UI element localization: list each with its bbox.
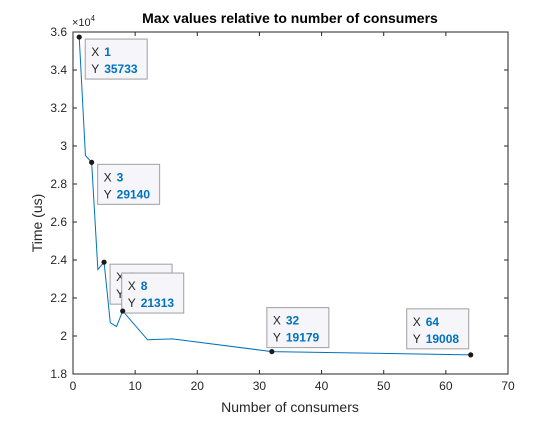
datatips-layer: X1Y35733X3Y29140X5Y23886X8Y21313X32Y1917… [76, 34, 474, 358]
x-axis-ticks: 0 10 20 30 40 50 60 70 [70, 32, 515, 393]
y-tick-label: 3 [60, 139, 67, 153]
datatip-marker [101, 259, 107, 265]
datatip-x-value: 8 [141, 279, 148, 293]
datatip-x-label: X [273, 314, 281, 328]
datatip: X 1Y 35733 [76, 34, 148, 80]
y-tick-label: 2 [60, 329, 67, 343]
x-tick-label: 0 [70, 379, 77, 393]
datatip: X 32 Y 19179 [266, 307, 330, 355]
datatip-x-label: X [104, 170, 112, 184]
datatip-marker [468, 352, 474, 358]
datatip-y-label: Y [128, 296, 136, 310]
datatip-y-value: 19179 [286, 331, 320, 345]
datatip-y-value: 35733 [104, 62, 138, 76]
datatip: X 64 Y 19008 [406, 308, 474, 358]
datatip-y-value: 29140 [117, 187, 151, 201]
x-tick-label: 60 [439, 379, 453, 393]
datatip-x-value: 1 [104, 45, 111, 59]
datatip-y-value: 21313 [141, 296, 175, 310]
datatip-box [121, 272, 185, 314]
datatip-x-label: X [128, 279, 136, 293]
x-tick-label: 30 [253, 379, 267, 393]
chart-title: Max values relative to number of consume… [142, 10, 438, 26]
datatip-x-label: X [91, 45, 99, 59]
y-tick-label: 2.6 [50, 215, 67, 229]
x-tick-label: 20 [191, 379, 205, 393]
y-axis-ticks: 1.8 2 2.2 2.4 2.6 2.8 3 3.2 3.4 3.6 [50, 25, 508, 381]
datatip-y-label: Y [104, 187, 112, 201]
datatip-marker [89, 159, 95, 165]
datatip: X 8Y 21313 [120, 272, 185, 314]
datatip-box [266, 307, 330, 349]
y-axis-exponent: ×104 [72, 14, 96, 29]
datatip-box [84, 38, 148, 80]
y-exponent-base: ×10 [72, 17, 91, 29]
datatip-y-label: Y [91, 62, 99, 76]
x-axis-label: Number of consumers [221, 399, 359, 415]
datatip-marker [120, 308, 126, 314]
y-tick-label: 2.8 [50, 177, 67, 191]
y-tick-label: 1.8 [50, 367, 67, 381]
datatip-y-label: Y [116, 287, 124, 301]
y-axis-label: Time (us) [29, 194, 45, 253]
x-tick-label: 50 [377, 379, 391, 393]
y-exponent-power: 4 [91, 14, 96, 23]
datatip-x-label: X [116, 270, 124, 284]
datatip-y-label: Y [273, 331, 281, 345]
datatip-marker [269, 348, 275, 355]
y-tick-label: 3.6 [50, 25, 67, 39]
datatip-x-value: 64 [426, 315, 440, 329]
datatip-y-value: 19008 [426, 332, 460, 346]
x-tick-label: 70 [501, 379, 515, 393]
x-tick-label: 40 [315, 379, 329, 393]
datatip-box [97, 163, 161, 205]
datatip-y-label: Y [413, 332, 421, 346]
datatip-x-value: 3 [117, 170, 124, 184]
x-tick-label: 10 [128, 379, 142, 393]
datatip-x-value: 32 [286, 314, 300, 328]
y-tick-label: 3.2 [50, 101, 67, 115]
y-tick-label: 2.2 [50, 291, 67, 305]
y-tick-label: 3.4 [50, 63, 67, 77]
datatip: X 3Y 29140 [89, 159, 161, 205]
datatip-x-label: X [413, 315, 421, 329]
datatip-marker [76, 34, 82, 40]
y-tick-label: 2.4 [50, 253, 67, 267]
datatip-box [406, 308, 470, 350]
